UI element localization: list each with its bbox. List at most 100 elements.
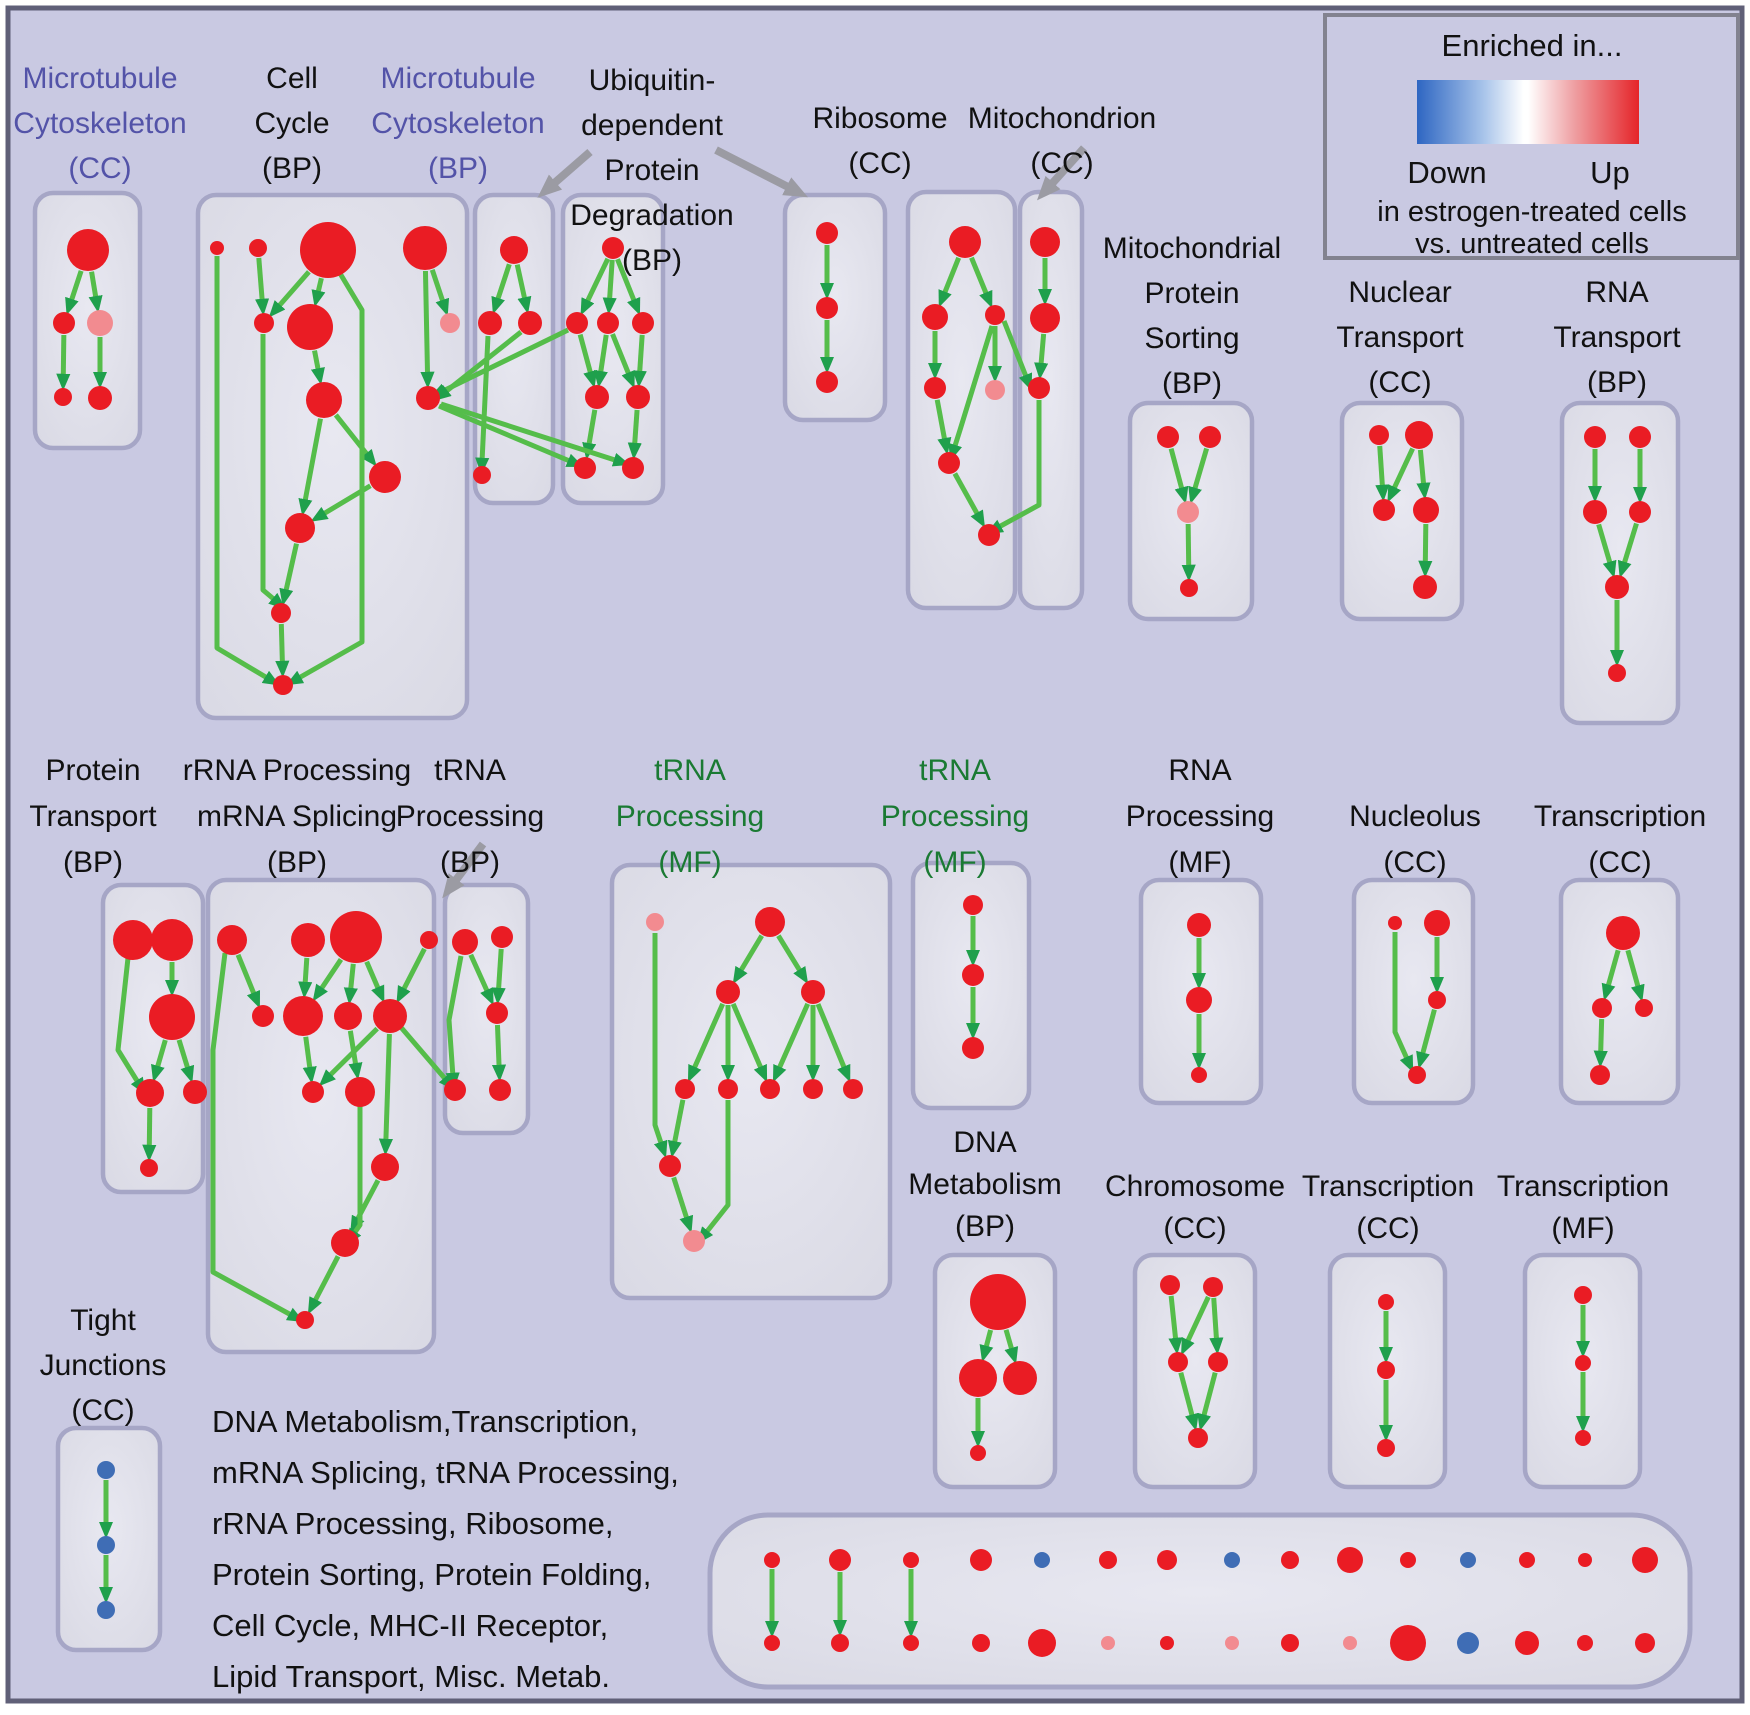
cluster-label-rrna-processing-mrna-splicing-bp: rRNA Processing mRNA Splicing (BP) [183,754,411,879]
go-term-node-red [136,1079,164,1107]
cluster-label-line: Protein [45,754,140,787]
go-term-node-red [816,222,838,244]
edge [491,1024,507,1082]
edge [815,1003,851,1083]
go-term-node-red [1413,575,1437,599]
edge [1197,1372,1218,1431]
go-term-node-red [416,386,440,410]
label-pointer-arrow [537,148,593,198]
go-term-node-red [716,980,740,1004]
go-term-node-red [978,524,1000,546]
edge [307,1255,341,1315]
cross-edge [440,401,631,467]
edge [312,958,344,1002]
edge-path [260,334,286,610]
go-term-node-red [1180,579,1198,597]
edge [343,963,358,1005]
go-term-node-red [369,461,401,493]
cluster-label-line: Junctions [40,1349,167,1382]
edge-path [345,1102,363,1246]
go-term-node-red [1160,1275,1180,1295]
go-term-node-red [962,964,984,986]
cluster-label-line: (BP) [955,1210,1015,1243]
edge [627,409,642,460]
cluster-label-line: (BP) [262,152,322,185]
go-term-node-red [140,1159,158,1177]
cluster-label-line: Microtubule [380,62,535,95]
edge [279,543,299,606]
cluster-label-transcription-cc-1: Transcription (CC) [1534,800,1706,879]
edge [429,269,450,317]
cluster-label-line: (BP) [440,846,500,879]
cluster-label-line: (MF) [658,846,721,879]
cluster-label-line: Transcription [1497,1170,1669,1203]
go-term-node-pink [1177,501,1199,523]
edge-path [697,1100,731,1244]
cluster-label-line: Cycle [254,107,329,140]
edge [235,953,261,1009]
edge [255,257,270,316]
cluster-label-line: (MF) [1168,846,1231,879]
go-term-node-red [54,388,72,406]
cluster-label-transcription-mf: Transcription (MF) [1497,1170,1669,1245]
go-term-node-red [1373,499,1395,521]
cluster-label-line: Transcription [1534,800,1706,833]
go-term-node-red [1378,1294,1394,1310]
cluster-label-line: Cytoskeleton [13,107,186,140]
go-term-node-red [816,297,838,319]
edge [687,1002,726,1083]
cluster-label-line: Protein [1144,277,1239,310]
go-term-node-red [1575,1355,1591,1371]
cluster-label-microtubule-cytoskeleton-cc: Microtubule Cytoskeleton (CC) [13,62,186,185]
go-term-node-red [922,304,948,330]
cluster-label-line: Transport [29,800,157,833]
cluster-label-ubiquitin-dependent-protein-degradation-bp: Ubiquitin-dependent Protein Degradation (BP… [570,64,733,277]
edge [1034,333,1049,380]
edge [491,263,512,315]
go-term-node-red [1583,500,1607,524]
cluster-box-nuclear-transport-cc [1339,400,1465,622]
cluster-label-line: RNA [1585,276,1648,309]
go-term-node-red [903,1635,919,1651]
go-term-node-pink [1343,1636,1357,1650]
cluster-label-line: (BP) [63,846,123,879]
cluster-label-line: RNA [1168,754,1231,787]
go-term-node-red [478,311,502,335]
cluster-label-line: Protein [604,154,699,187]
go-term-node-red [53,312,75,334]
edge-path [652,933,668,1159]
edge [65,270,84,316]
misc-terms-line: rRNA Processing, Ribosome, [212,1506,613,1541]
go-term-node-red [755,907,785,937]
edge [1416,1009,1437,1069]
go-term-node-red [1369,425,1389,445]
cluster-label-trna-processing-mf-1: tRNA Processing (MF) [616,754,764,879]
go-term-node-red [345,1077,375,1107]
edge [1596,523,1617,579]
cluster-label-line: Processing [616,800,764,833]
cluster-label-line: (BP) [1587,366,1647,399]
edge [514,264,532,314]
go-term-node-red [113,920,153,960]
edge [667,1099,686,1158]
go-term-node-blue [1034,1552,1050,1568]
cluster-label-line: tRNA [654,754,726,787]
cluster-label-line: (CC) [1030,147,1093,180]
edge [378,1033,394,1156]
edge [142,1107,157,1162]
edge-path [285,268,365,686]
edge [593,334,609,388]
go-term-node-pink [87,310,113,336]
legend-gradient-bar [1417,80,1639,144]
go-term-node-red [1028,1629,1056,1657]
edge [1181,1295,1211,1356]
go-term-node-red [764,1635,780,1651]
cross-edge [434,330,523,401]
cluster-label-transcription-cc-2: Transcription (CC) [1302,1170,1474,1245]
edge [730,1002,768,1083]
cluster-label-line: Sorting [1144,322,1239,355]
cluster-label-tight-junctions-cc: Tight Junctions (CC) [40,1304,167,1427]
go-term-node-red [764,1552,780,1568]
go-term-node-red [249,239,267,257]
go-term-node-red [1388,916,1402,930]
